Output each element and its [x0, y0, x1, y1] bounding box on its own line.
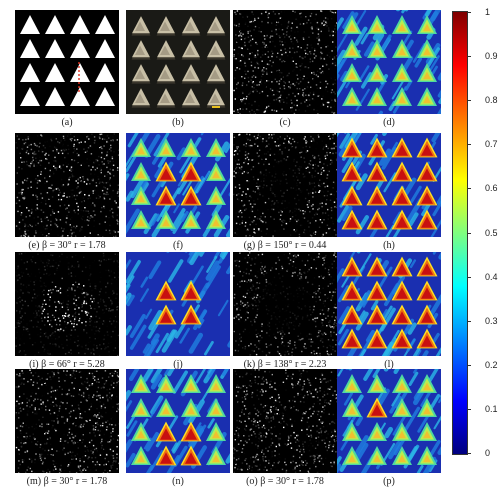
colorbar-tick-mark — [467, 232, 471, 234]
caption-e: (e) β = 30° r = 1.78 — [28, 240, 106, 251]
colorbar-tick-label: 0 — [485, 448, 491, 458]
panel-i-speckle — [15, 252, 119, 356]
colorbar-tick-label: 0.2 — [485, 359, 498, 370]
panel-n-heatmap — [126, 369, 230, 473]
caption-n: (n) — [172, 476, 184, 487]
caption-j: (j) — [173, 359, 183, 370]
colorbar-tick-mark — [467, 12, 471, 13]
caption-f: (f) — [173, 240, 183, 251]
panel-e-speckle — [15, 133, 119, 237]
colorbar-tick-mark — [467, 100, 471, 102]
colorbar-tick-label: 0.8 — [485, 95, 498, 106]
panel-h-heatmap — [337, 133, 441, 237]
colorbar-tick-mark — [467, 364, 471, 366]
caption-b: (b) — [172, 117, 184, 128]
panel-a-triangle-mask — [15, 10, 119, 114]
colorbar-tick-mark — [467, 320, 471, 322]
colorbar-tick-label: 0.1 — [485, 403, 498, 414]
caption-p: (p) — [383, 476, 395, 487]
colorbar-tick-label: 0.7 — [485, 139, 498, 150]
caption-a: (a) — [61, 117, 73, 128]
colorbar-tick-mark — [467, 188, 471, 190]
colorbar-tick-mark — [467, 453, 471, 454]
colorbar-tick-label: 0.9 — [485, 51, 498, 62]
colorbar-tick-mark — [467, 144, 471, 146]
caption-h: (h) — [383, 240, 395, 251]
colorbar-tick-mark — [467, 56, 471, 58]
colorbar-tick-label: 0.3 — [485, 315, 498, 326]
panel-p-heatmap — [337, 369, 441, 473]
panel-c-speckle — [233, 10, 337, 114]
caption-k: (k) β = 138° r = 2.23 — [243, 359, 327, 370]
colorbar — [452, 11, 468, 455]
caption-g: (g) β = 150° r = 0.44 — [243, 240, 327, 251]
panel-d-heatmap — [337, 10, 441, 114]
panel-k-speckle — [233, 252, 337, 356]
colorbar-tick-label: 0.5 — [485, 227, 498, 238]
colorbar-tick-label: 1 — [485, 7, 491, 17]
panel-o-speckle — [233, 369, 337, 473]
panel-m-speckle — [15, 369, 119, 473]
caption-o: (o) β = 30° r = 1.78 — [246, 476, 324, 487]
colorbar-tick-mark — [467, 408, 471, 410]
colorbar-tick-label: 0.6 — [485, 183, 498, 194]
panel-g-speckle — [233, 133, 337, 237]
caption-l: (l) — [384, 359, 394, 370]
caption-c: (c) — [279, 117, 291, 128]
panel-f-heatmap — [126, 133, 230, 237]
colorbar-tick-label: 0.4 — [485, 271, 498, 282]
caption-i: (i) β = 66° r = 5.28 — [29, 359, 105, 370]
colorbar-tick-mark — [467, 276, 471, 278]
panel-j-heatmap — [126, 252, 230, 356]
caption-d: (d) — [383, 117, 395, 128]
panel-l-heatmap — [337, 252, 441, 356]
caption-m: (m) β = 30° r = 1.78 — [26, 476, 108, 487]
panel-b-photo-triangles — [126, 10, 230, 114]
